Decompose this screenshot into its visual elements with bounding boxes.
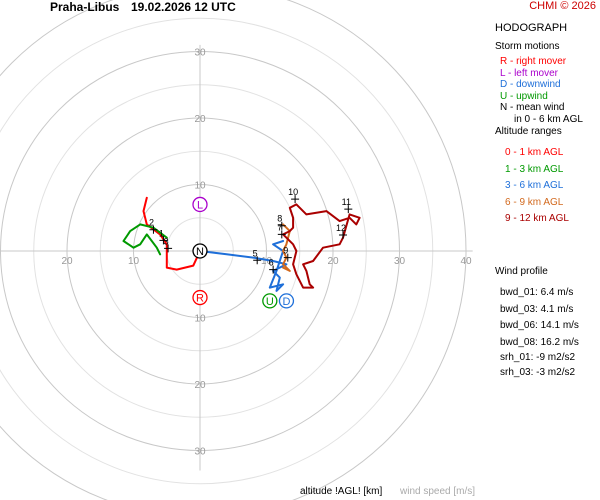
height-marker [291, 195, 300, 204]
chart-title: HODOGRAPH [495, 22, 568, 34]
height-marker [164, 244, 173, 253]
height-marker [338, 231, 347, 240]
datetime-label: 19.02.2026 12 UTC [131, 0, 236, 14]
x-tick-label: 40 [460, 256, 472, 267]
height-marker [253, 256, 262, 265]
legend-alt-9-12: 9 - 12 km AGL [505, 213, 569, 224]
storm-marker-label: U [266, 296, 274, 308]
altitude-ranges-legend: 0 - 1 km AGL 1 - 3 km AGL 3 - 6 km AGL 6… [505, 145, 569, 228]
height-marker [269, 265, 278, 274]
y-tick-label: 10 [194, 314, 206, 325]
y-tick-label: 30 [194, 447, 206, 458]
legend-mean-wind: N - mean wind [500, 102, 565, 113]
height-label: 11 [342, 197, 351, 207]
storm-marker-label: D [282, 296, 290, 308]
x-tick-label: 10 [261, 256, 273, 267]
srh-list: srh_01: -9 m2/s2 srh_03: -3 m2/s2 [500, 350, 575, 380]
x-tick-label: 20 [61, 256, 73, 267]
storm-marker-label: R [196, 293, 204, 305]
bwd-08-value: bwd_08: 16.2 m/s [500, 336, 579, 348]
storm-motions-legend: R - right mover L - left mover D - downw… [500, 56, 583, 125]
y-tick-label: 10 [194, 181, 206, 192]
legend-alt-1-3: 1 - 3 km AGL [505, 163, 564, 175]
wind-profile-list: bwd_01: 6.4 m/s bwd_03: 4.1 m/s bwd_06: … [500, 285, 579, 351]
height-label: 3 [164, 236, 169, 246]
height-label: 7 [277, 222, 282, 232]
series-line-0 [142, 196, 201, 271]
height-marker [277, 221, 286, 230]
bwd-03-value: bwd_03: 4.1 m/s [500, 303, 574, 315]
storm-marker-label: N [196, 246, 204, 258]
speed-unit-label: wind speed [m/s] [400, 486, 476, 497]
height-marker [149, 225, 158, 234]
height-marker [159, 236, 168, 245]
storm-motions-title: Storm motions [495, 41, 560, 52]
x-tick-label: 20 [327, 256, 339, 267]
station-name: Praha-Libus [50, 0, 120, 14]
height-label: 2 [149, 218, 154, 228]
height-label: 12 [336, 223, 346, 233]
altitude-unit-label: altitude !AGL! [km] [300, 486, 383, 497]
height-label: 8 [277, 214, 282, 224]
legend-mean-wind-layer: in 0 - 6 km AGL [514, 113, 583, 125]
storm-marker-l [192, 196, 208, 213]
height-label: 1 [159, 228, 164, 238]
height-marker [344, 205, 353, 214]
legend-alt-6-9: 6 - 9 km AGL [505, 196, 564, 208]
copyright-text: CHMI © 2026 [529, 0, 596, 12]
legend-right-mover: R - right mover [500, 56, 567, 67]
legend-alt-3-6: 3 - 6 km AGL [505, 180, 564, 191]
height-label: 9 [283, 246, 288, 256]
y-tick-label: 30 [194, 48, 206, 59]
storm-marker-u [262, 293, 278, 309]
bwd-01-value: bwd_01: 6.4 m/s [500, 287, 574, 298]
y-tick-label: 20 [194, 114, 206, 125]
storm-marker-d [278, 293, 295, 309]
wind-profile-title: Wind profile [495, 266, 548, 277]
srh-03-value: srh_03: -3 m2/s2 [500, 367, 576, 378]
series-line-1 [122, 223, 168, 256]
series-line-3 [282, 223, 291, 272]
series-line-4 [282, 203, 361, 289]
height-marker [283, 253, 292, 262]
x-tick-label: 10 [128, 256, 140, 267]
legend-upwind: U - upwind [500, 90, 548, 102]
height-label: 5 [253, 248, 258, 258]
bwd-06-value: bwd_06: 14.1 m/s [500, 320, 579, 331]
x-tick-label: 30 [394, 256, 406, 267]
height-label: 10 [288, 187, 298, 197]
height-marker [277, 230, 286, 239]
storm-marker-r [192, 289, 208, 306]
storm-marker-n [192, 243, 208, 259]
storm-marker-label: L [197, 199, 203, 211]
height-label: 6 [269, 258, 274, 268]
altitude-ranges-title: Altitude ranges [495, 126, 562, 137]
series-line-2 [199, 240, 288, 292]
legend-downwind: D - downwind [500, 79, 561, 90]
y-tick-label: 20 [194, 380, 206, 391]
srh-01-value: srh_01: -9 m2/s2 [500, 352, 576, 363]
legend-alt-0-1: 0 - 1 km AGL [505, 147, 564, 158]
legend-left-mover: L - left mover [500, 67, 558, 79]
